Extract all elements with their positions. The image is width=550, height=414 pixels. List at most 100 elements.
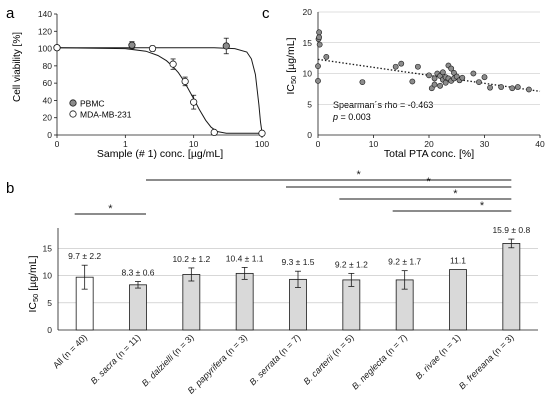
panel-c-spearman: Spearman´s rho = -0.463 (333, 100, 433, 110)
panel-b-value-label: 9.3 ± 1.5 (281, 257, 314, 267)
panel-c-point (316, 34, 323, 41)
panel-a-y-tick-label: 60 (43, 78, 53, 88)
panel-a-point-mda (169, 60, 177, 68)
legend-label-mda: MDA-MB-231 (80, 110, 132, 120)
legend-marker-mda (69, 110, 77, 118)
panel-a-point-mda (53, 44, 61, 52)
panel-b-bar (129, 284, 147, 331)
panel-b-significance-star: * (480, 200, 485, 212)
panel-b-y-tick-label: 5 (47, 298, 52, 308)
panel-c-point (487, 84, 493, 91)
panel-b-significance-star: * (453, 188, 458, 200)
panel-b-category-label: B. papyrifera (n = 3) (186, 332, 249, 395)
panel-c-point (316, 29, 323, 36)
panel-a-y-tick-label: 140 (38, 9, 52, 19)
panel-c-y-tick-label: 15 (303, 38, 313, 48)
panel-c-chart: IC50 [µg/mL] Total PTA conc. [%] Spearma… (285, 7, 545, 160)
panel-c-point (398, 60, 405, 67)
panel-c-y-tick-label: 0 (307, 130, 312, 140)
panel-c-point (481, 74, 488, 81)
panel-a-legend: PBMC MDA-MB-231 (69, 99, 132, 120)
panel-b-y-axis-label: IC50 [µg/mL] (27, 255, 40, 312)
panel-b-category-label: B. carterii (n = 5) (301, 332, 355, 386)
panel-c-point (509, 85, 516, 92)
panel-b-value-label: 11.1 (450, 256, 466, 266)
panel-c-point (439, 69, 446, 76)
panel-c-y-tick-label: 5 (307, 99, 312, 109)
panel-b-y-tick-label: 0 (47, 325, 52, 335)
panel-a-curve-mda (56, 47, 262, 134)
panel-c-x-tick-label: 30 (480, 139, 490, 149)
panel-b-category-label: B. frereana (n = 3) (457, 332, 516, 391)
panel-c-point (315, 77, 321, 84)
panel-b-value-label: 15.9 ± 0.8 (492, 225, 530, 235)
panel-c-point (448, 65, 455, 72)
panel-letter-b: b (6, 180, 14, 197)
panel-b-significance-star: * (108, 203, 113, 215)
panel-a-y-tick-label: 0 (47, 130, 52, 140)
panel-a-point-pbmc (128, 41, 136, 49)
panel-c-point (426, 72, 432, 79)
panel-b-category-label: B. neglecta (n = 7) (350, 332, 409, 391)
panel-b-bar (342, 279, 361, 331)
panel-c-y-tick-label: 20 (303, 7, 313, 17)
panel-a-x-tick-label: 100 (255, 139, 269, 149)
panel-c-point (459, 74, 466, 81)
panel-c-point (514, 84, 521, 90)
panel-c-point (316, 41, 323, 48)
panel-a-y-tick-label: 40 (43, 95, 53, 105)
panel-c-x-tick-label: 40 (535, 139, 545, 149)
panel-b-y-tick-label: 10 (43, 271, 53, 281)
panel-a-point-mda (181, 77, 189, 86)
panel-b-significance-star: * (427, 176, 432, 188)
panel-b-category-label: B. rivae (n = 1) (413, 332, 462, 381)
panel-c-point (392, 63, 399, 70)
panel-a-y-tick-label: 100 (38, 44, 52, 54)
panel-c-y-tick-label: 10 (303, 69, 313, 79)
panel-b-value-label: 9.7 ± 2.2 (68, 251, 101, 261)
panel-a-point-mda (258, 129, 266, 137)
panel-a-curve-pbmc (57, 47, 263, 133)
panel-b-value-label: 8.3 ± 0.6 (121, 268, 154, 278)
panel-a-y-tick-label: 120 (38, 26, 52, 36)
panel-c-point (437, 82, 443, 89)
panel-a-chart: Cell viability [%] Sample (# 1) conc. [µ… (12, 9, 269, 160)
panel-b-category-label: B. dalzielli (n = 3) (140, 332, 196, 388)
panel-letter-a: a (6, 5, 15, 22)
panel-a-point-mda (190, 98, 198, 106)
panel-c-x-tick-label: 10 (369, 139, 379, 149)
panel-c-point (498, 84, 505, 90)
panel-c-point (476, 79, 482, 86)
panel-b-category-label: All (n = 40) (51, 332, 89, 370)
panel-c-y-axis-label: IC50 [µg/mL] (285, 37, 298, 94)
panel-a-x-tick-label: 0 (55, 139, 60, 149)
panel-c-point (414, 63, 421, 70)
panel-b-bar (449, 269, 467, 331)
panel-c-x-axis-label: Total PTA conc. [%] (384, 148, 474, 160)
panel-c-point (315, 63, 321, 70)
panel-a-y-tick-label: 20 (43, 113, 53, 123)
panel-b-value-label: 9.2 ± 1.7 (388, 257, 421, 267)
panel-c-point (442, 79, 449, 86)
panel-b-chart: IC50 [µg/mL] 0 5 10 15 9.7 ± 2.2 All (n = 40)… (27, 169, 538, 396)
panel-a-x-tick-label: 1 (123, 139, 128, 149)
panel-b-significance-star: * (357, 169, 362, 181)
panel-a-point-mda (210, 128, 218, 137)
panel-b-y-tick-label: 15 (43, 243, 53, 253)
legend-marker-pbmc (69, 99, 77, 107)
panel-c-x-tick-label: 0 (316, 139, 321, 149)
panel-a-x-axis-label: Sample (# 1) conc. [µg/mL] (97, 148, 223, 160)
panel-letter-c: c (262, 5, 270, 22)
panel-b-value-label: 10.2 ± 1.2 (172, 254, 210, 264)
panel-c-point (526, 86, 532, 93)
panel-c-point (359, 79, 366, 86)
panel-a-y-axis-label: Cell viability [%] (12, 32, 23, 102)
panel-c-p-value: p = 0.003 (332, 112, 371, 122)
panel-a-point-mda (148, 44, 157, 53)
panel-c-point (431, 75, 438, 82)
panel-c-point (409, 78, 416, 85)
panel-c-point (470, 70, 477, 77)
panel-a-x-tick-label: 10 (189, 139, 199, 149)
panel-c-point (431, 81, 438, 88)
